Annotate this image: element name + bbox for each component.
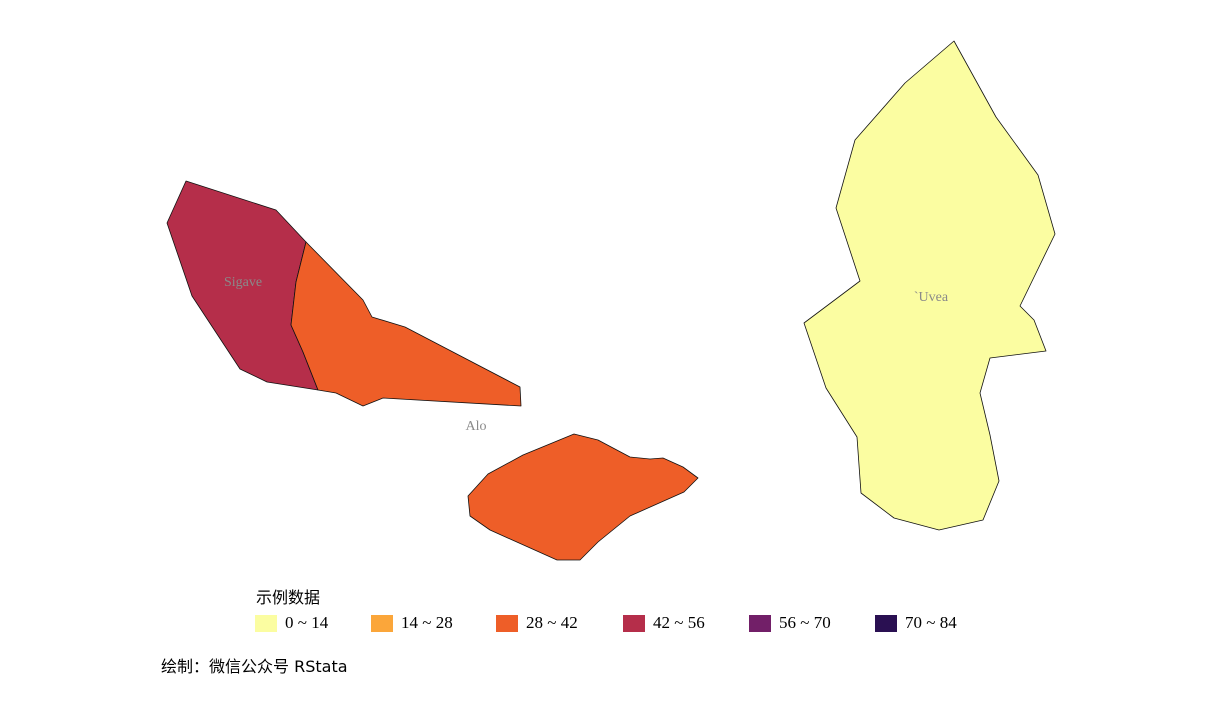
legend: 0 ~ 14 14 ~ 28 28 ~ 42 42 ~ 56 56 ~ 70 7…	[255, 610, 1015, 636]
legend-item-28-42: 28 ~ 42	[496, 610, 578, 636]
region-alo-futuna[interactable]	[290, 241, 522, 407]
legend-swatch	[875, 614, 897, 632]
legend-swatch	[255, 614, 277, 632]
caption: 绘制：微信公众号 RStata	[161, 657, 348, 676]
region-uvea[interactable]	[803, 40, 1056, 531]
legend-item-0-14: 0 ~ 14	[255, 610, 328, 636]
legend-swatch	[496, 614, 518, 632]
legend-item-70-84: 70 ~ 84	[875, 610, 957, 636]
region-label-alo: Alo	[466, 419, 487, 434]
legend-item-42-56: 42 ~ 56	[623, 610, 705, 636]
legend-label: 0 ~ 14	[285, 613, 329, 632]
region-label-uvea: `Uvea	[914, 290, 949, 305]
legend-title: 示例数据	[256, 588, 321, 607]
legend-label: 56 ~ 70	[779, 613, 831, 632]
legend-label: 14 ~ 28	[401, 613, 453, 632]
legend-item-56-70: 56 ~ 70	[749, 610, 831, 636]
legend-label: 42 ~ 56	[653, 613, 705, 632]
region-alo-alofi[interactable]	[467, 433, 699, 561]
legend-swatch	[749, 614, 771, 632]
region-label-sigave: Sigave	[224, 275, 262, 290]
legend-label: 28 ~ 42	[526, 613, 578, 632]
legend-item-14-28: 14 ~ 28	[371, 610, 453, 636]
legend-swatch	[623, 614, 645, 632]
legend-label: 70 ~ 84	[905, 613, 957, 632]
legend-swatch	[371, 614, 393, 632]
